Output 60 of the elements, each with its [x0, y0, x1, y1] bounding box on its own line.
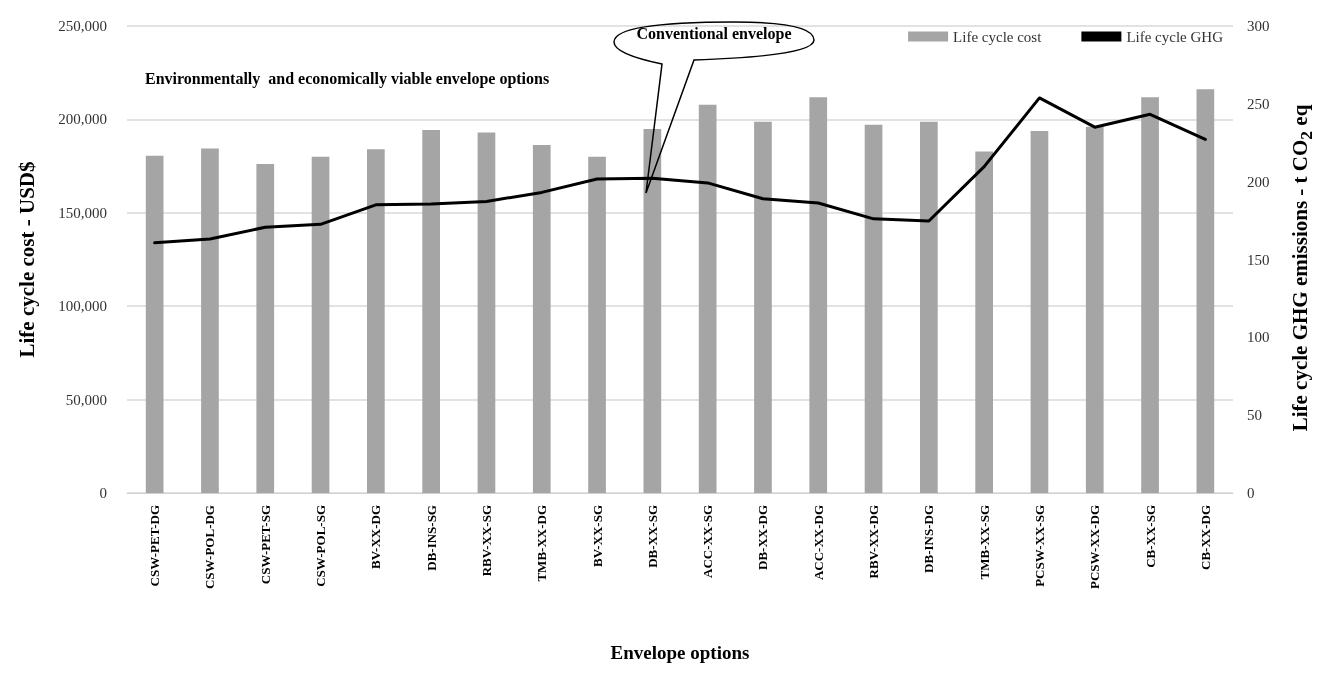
bar [975, 151, 993, 493]
x-tick-label: CSW-PET-SG [257, 505, 273, 585]
y-tick-label: 100,000 [58, 298, 107, 315]
x-tick-label: CB-XX-DG [1197, 505, 1213, 570]
bar [422, 130, 440, 493]
y2-tick-label: 200 [1247, 173, 1270, 190]
x-tick-label: DB-INS-DG [921, 505, 937, 573]
x-tick-label: ACC-XX-DG [810, 505, 826, 581]
x-tick-label: TMB-XX-DG [534, 505, 550, 582]
y-tick-label: 0 [99, 485, 107, 501]
y-tick-label: 150,000 [58, 204, 107, 221]
bar [754, 121, 772, 493]
bar [367, 149, 385, 493]
bar [588, 156, 606, 493]
bar [201, 148, 219, 493]
y2-tick-label: 100 [1247, 329, 1270, 346]
y-tick-label: 250,000 [58, 18, 107, 34]
annotation: Conventional envelope [635, 25, 793, 43]
bar [1141, 97, 1159, 493]
x-tick-label: CB-XX-SG [1142, 505, 1158, 568]
y2-tick-label: 300 [1247, 18, 1270, 34]
x-tick-label: DB-XX-DG [755, 505, 771, 570]
bar [643, 129, 662, 493]
bar [864, 124, 883, 493]
y2-tick-label: 50 [1247, 407, 1262, 424]
x-tick-label: CSW-PET-DG [147, 505, 163, 587]
bar [1085, 126, 1104, 493]
x-tick-label: BV-XX-DG [368, 505, 384, 570]
x-tick-label: RBV-XX-SG [478, 505, 494, 577]
bar [145, 155, 164, 493]
x-tick-label: CSW-POL-DG [202, 505, 218, 590]
bar [1196, 89, 1215, 493]
bar [256, 164, 275, 493]
bar [698, 104, 717, 493]
legend-label: Life cycle GHG [1126, 28, 1224, 45]
x-tick-label: PCSW-XX-DG [1087, 505, 1103, 590]
y-axis-title: Life cycle cost - USD$ [14, 161, 39, 358]
x-tick-label: CSW-POL-SG [313, 505, 329, 587]
bar [809, 97, 828, 493]
x-tick-label: BV-XX-SG [589, 505, 605, 567]
x-tick-label: PCSW-XX-SG [1031, 505, 1047, 587]
annotation: Environmentally and economically viable envelope options [145, 69, 550, 88]
legend-label: Life cycle cost [953, 28, 1043, 45]
y2-tick-label: 0 [1247, 485, 1255, 501]
x-axis-title: Envelope options [610, 642, 750, 663]
x-tick-label: DB-XX-SG [644, 505, 660, 568]
x-tick-label: ACC-XX-SG [700, 505, 716, 578]
y2-tick-label: 250 [1247, 95, 1270, 112]
bar [532, 144, 551, 493]
bar [920, 121, 938, 493]
x-tick-label: RBV-XX-DG [866, 505, 882, 579]
bar [477, 132, 496, 493]
x-tick-label: TMB-XX-SG [976, 505, 992, 580]
y-tick-label: 200,000 [58, 111, 107, 128]
y-tick-label: 50,000 [65, 391, 107, 408]
x-tick-label: DB-INS-SG [423, 505, 439, 571]
line-series [153, 96, 1207, 245]
y2-tick-label: 150 [1247, 251, 1270, 268]
bar [311, 156, 330, 493]
bar [1030, 130, 1049, 493]
